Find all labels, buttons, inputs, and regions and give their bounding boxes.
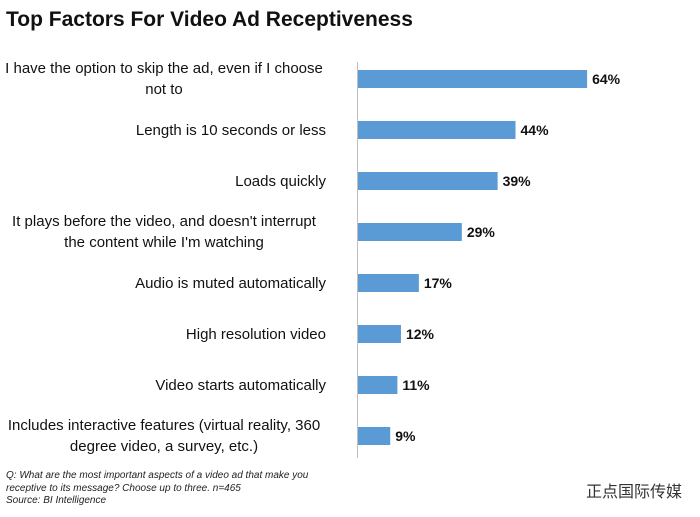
chart-title: Top Factors For Video Ad Receptiveness: [6, 8, 413, 31]
category-text: Loads quickly: [235, 172, 326, 190]
bar: [358, 325, 401, 343]
category-text: Includes interactive features (virtual r…: [7, 417, 321, 455]
category-label: Audio is muted automatically: [2, 258, 342, 308]
category-text: Audio is muted automatically: [135, 274, 326, 292]
category-text: It plays before the video, and doesn't i…: [12, 213, 316, 251]
bar: [358, 427, 391, 445]
bar: [358, 172, 498, 190]
value-label: 64%: [592, 71, 621, 87]
category-text: Length is 10 seconds or less: [135, 121, 326, 139]
value-label: 11%: [402, 377, 430, 393]
bar: [358, 121, 516, 139]
category-text: I have the option to skip the ad, even i…: [5, 60, 323, 98]
category-label: Includes interactive features (virtual r…: [2, 411, 342, 461]
value-label: 17%: [423, 275, 452, 291]
category-text: Video starts automatically: [155, 376, 326, 394]
value-label: 9%: [395, 428, 416, 444]
bar: [358, 70, 588, 88]
bar: [358, 376, 398, 394]
value-label: 29%: [466, 224, 495, 240]
value-label: 44%: [520, 122, 549, 138]
value-label: 39%: [502, 173, 531, 189]
watermark: 正点国际传媒: [585, 484, 682, 501]
bar: [358, 274, 419, 292]
category-label: Video starts automatically: [2, 360, 342, 410]
category-label: High resolution video: [2, 309, 342, 359]
category-label: I have the option to skip the ad, even i…: [2, 54, 342, 104]
value-label: 12%: [405, 326, 434, 342]
footnote: Q: What are the most important aspects o…: [6, 470, 309, 494]
bar: [358, 223, 462, 241]
category-label: It plays before the video, and doesn't i…: [2, 207, 342, 257]
category-label: Length is 10 seconds or less: [2, 105, 342, 155]
category-label: Loads quickly: [2, 156, 342, 206]
category-text: High resolution video: [185, 325, 326, 343]
source: Source: BI Intelligence: [6, 495, 107, 506]
